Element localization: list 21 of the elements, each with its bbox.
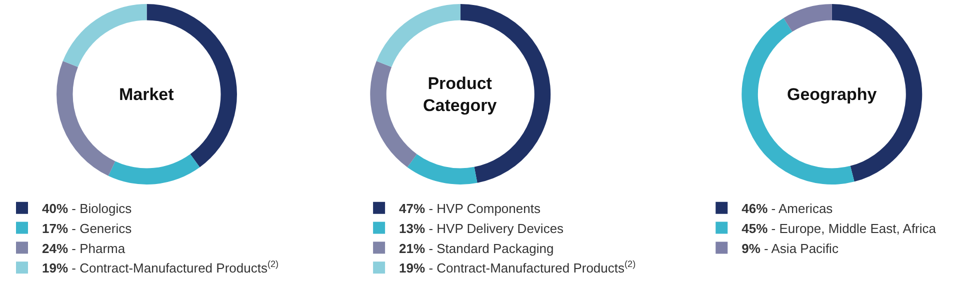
donut-slice: [56, 61, 116, 176]
legend-label: 21% - Standard Packaging: [399, 240, 558, 256]
legend-label: 19% - Contract-Manufactured Products$^{(2)}$: [399, 259, 640, 276]
legend-label: 24% - Pharma: [42, 240, 126, 256]
donut-slice: [784, 4, 832, 32]
legend-label: 13% - HVP Delivery Devices: [399, 220, 568, 236]
legend-label: 46% - Americas: [742, 200, 840, 216]
donut-slice: [62, 4, 147, 67]
donut-slice: [407, 154, 478, 184]
text: Product Category: [423, 74, 498, 116]
legend-label: 17% - Generics: [42, 220, 132, 236]
donut-slice: [376, 4, 460, 67]
text: Market: [119, 85, 174, 104]
text: Geography: [787, 85, 878, 104]
legend-label: 47% - HVP Components: [399, 200, 544, 216]
legend-label: 45% - Europe, Middle East, Africa: [742, 220, 944, 236]
donut-slice: [370, 61, 417, 168]
legend-label: 19% - Contract-Manufactured Products$^{(2)}$: [42, 259, 279, 276]
donut-slice: [108, 154, 200, 184]
legend-label: 40% - Biologics: [42, 200, 132, 216]
legend-label: 9% - Asia Pacific: [742, 240, 846, 256]
